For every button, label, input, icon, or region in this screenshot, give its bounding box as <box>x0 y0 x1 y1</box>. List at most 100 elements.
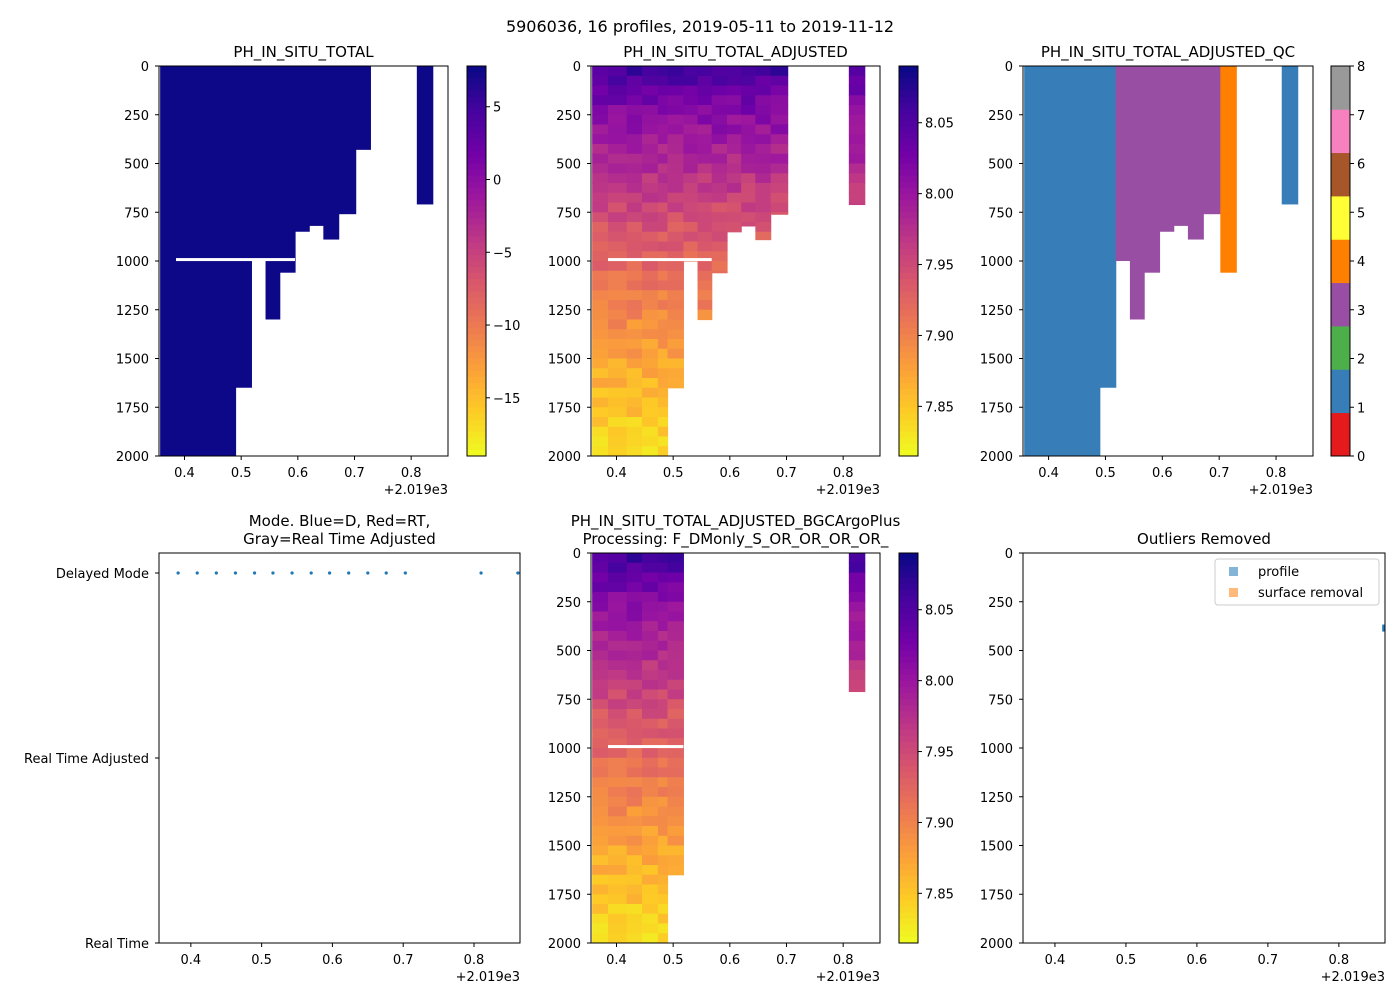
profile-cell <box>642 446 659 456</box>
profile-cell <box>697 85 713 96</box>
profile-cell <box>642 650 659 661</box>
profile-cell <box>626 280 643 291</box>
chart-title-p5-line1: PH_IN_SITU_TOTAL_ADJUSTED_BGCArgoPlus <box>571 512 901 531</box>
data-gap <box>608 745 684 749</box>
profile-cell <box>657 124 669 135</box>
profile-cell <box>608 757 628 769</box>
profile-cell <box>592 75 609 87</box>
profile-cell <box>848 153 866 165</box>
profile-cell <box>667 806 684 817</box>
profile-cell <box>657 309 669 321</box>
profile-cell <box>657 562 669 574</box>
colorbar-band <box>899 656 918 664</box>
colorbar-band <box>899 912 918 920</box>
y-tick-label: 0 <box>573 60 581 75</box>
profile-column <box>642 66 659 456</box>
profile-cell <box>592 85 609 96</box>
profile-cell <box>642 904 659 915</box>
y-tick-label: 1000 <box>980 742 1013 757</box>
colorbar-band <box>467 254 486 262</box>
x-tick-label: 0.6 <box>322 953 343 968</box>
profile-cell <box>309 66 324 226</box>
colorbar-band <box>1331 196 1350 240</box>
colorbar-band <box>899 309 918 317</box>
colorbar-band <box>899 206 918 213</box>
profile-cell <box>657 572 669 583</box>
profile-cell <box>667 309 684 321</box>
profile-cell <box>592 865 609 876</box>
profile-cell <box>642 241 659 252</box>
colorbar-band <box>467 108 486 116</box>
profile-cell <box>592 270 609 282</box>
profile-cell <box>592 845 609 856</box>
colorbar-band <box>899 857 918 865</box>
profile-cell <box>642 582 659 593</box>
profile-cell <box>608 436 628 447</box>
profile-cell <box>657 368 669 379</box>
y-tick-label: 750 <box>124 206 149 221</box>
profile-cell <box>848 202 866 206</box>
profile-cell <box>667 261 684 272</box>
mode-point <box>366 571 370 575</box>
profile-cell <box>608 446 628 456</box>
panel-p3: PH_IN_SITU_TOTAL_ADJUSTED_QC 8 7 6 5 4 3 2 1 0 0 25… <box>980 43 1365 498</box>
profile-cell <box>626 855 643 866</box>
profile-cell <box>626 621 643 632</box>
profile-cell <box>642 553 659 564</box>
profile-cell <box>657 300 669 311</box>
profile-column <box>657 553 669 943</box>
profile-cell <box>683 222 699 233</box>
profile-cell <box>642 611 659 622</box>
y-tick-label: 750 <box>556 206 581 221</box>
colorbar-band <box>899 936 918 944</box>
colorbar-band <box>467 303 486 311</box>
profile-cell <box>642 426 659 438</box>
profile-cell <box>592 329 609 340</box>
colorbar-tick-label: 7.90 <box>925 329 954 344</box>
colorbar-band <box>467 413 486 420</box>
y-tick-label: 750 <box>988 693 1013 708</box>
profile-cell <box>657 806 669 817</box>
profile-cell <box>667 865 684 876</box>
profile-cell <box>657 251 669 262</box>
y-tick-label: 2000 <box>548 450 581 465</box>
profile-cell <box>1144 66 1161 273</box>
profile-cell <box>667 757 684 769</box>
profile-cell <box>727 212 742 223</box>
colorbar-tick-label: 8.05 <box>925 117 954 132</box>
y-tick-label: 0 <box>573 547 581 562</box>
profile-cell <box>657 777 669 788</box>
colorbar-band <box>899 358 918 366</box>
colorbar-band <box>467 352 486 359</box>
y-tick-label: 1750 <box>548 888 581 903</box>
colorbar-tick-label: 7 <box>1357 109 1365 124</box>
profile-column <box>1220 66 1237 273</box>
profile-cell <box>727 173 742 184</box>
profile-cell <box>657 280 669 291</box>
x-tick-label: 0.6 <box>287 466 308 481</box>
y-tick-label: 250 <box>124 109 149 124</box>
profile-cell <box>626 796 643 808</box>
panel-p5: PH_IN_SITU_TOTAL_ADJUSTED_BGCArgoPlusPro… <box>548 512 954 985</box>
profile-column <box>295 66 310 232</box>
colorbar-band <box>899 553 918 560</box>
profile-cell <box>697 144 713 155</box>
profile-cell <box>642 85 659 96</box>
profile-cell <box>667 105 684 116</box>
profile-cell <box>642 923 659 934</box>
profile-cell <box>608 894 628 905</box>
colorbar-band <box>899 784 918 792</box>
profile-cell <box>848 183 866 194</box>
profile-cell <box>608 601 628 613</box>
profile-cell <box>338 66 357 215</box>
profile-cell <box>711 105 728 116</box>
profile-cell <box>626 553 643 564</box>
profile-cell <box>667 679 684 691</box>
profile-column <box>657 66 669 456</box>
profile-cell <box>608 134 628 145</box>
profile-column <box>770 66 789 215</box>
profile-cell <box>667 378 684 389</box>
profile-cell <box>626 582 643 593</box>
profile-cell <box>770 183 789 194</box>
